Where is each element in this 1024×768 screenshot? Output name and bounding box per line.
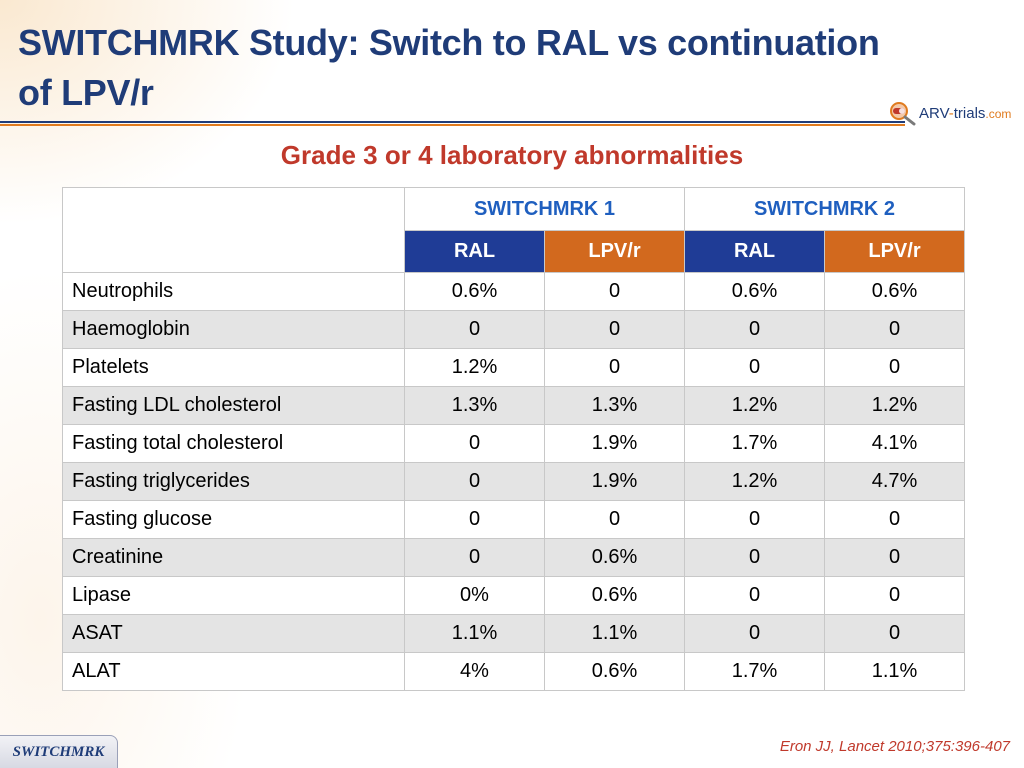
group-header-row: SWITCHMRK 1 SWITCHMRK 2 — [62, 187, 965, 273]
title-divider-blue — [0, 121, 905, 123]
table-cell: 0 — [684, 310, 825, 349]
table-cell: 0.6% — [544, 576, 685, 615]
table-cell: 0 — [684, 576, 825, 615]
table-cell: 0.6% — [824, 272, 965, 311]
table-cell: 0 — [684, 500, 825, 539]
table-row: Fasting total cholesterol 0 1.9% 1.7% 4.… — [62, 424, 965, 463]
table-cell: 1.9% — [544, 424, 685, 463]
row-label: Fasting glucose — [62, 500, 405, 539]
row-label: Lipase — [62, 576, 405, 615]
magnifier-capsule-icon — [888, 100, 918, 126]
arm-header-row: RAL LPV/r RAL LPV/r — [63, 230, 965, 273]
logo-name-tld: .com — [985, 106, 1012, 121]
table-cell: 0 — [684, 614, 825, 653]
table-row: Platelets 1.2% 0 0 0 — [62, 348, 965, 387]
logo-name-dash: - — [948, 104, 954, 122]
table-cell: 1.1% — [824, 652, 965, 691]
study-footer-label: SWITCHMRK — [12, 743, 105, 760]
row-label: ASAT — [62, 614, 405, 653]
table-corner-cell — [62, 187, 405, 273]
table-cell: 1.1% — [404, 614, 545, 653]
title-divider-orange — [0, 124, 905, 126]
table-row: ASAT 1.1% 1.1% 0 0 — [62, 614, 965, 653]
table-cell: 1.1% — [544, 614, 685, 653]
table-cell: 0 — [824, 576, 965, 615]
table-cell: 1.2% — [684, 462, 825, 501]
citation: Eron JJ, Lancet 2010;375:396-407 — [779, 738, 1010, 755]
table-cell: 1.7% — [684, 424, 825, 463]
row-label: Fasting triglycerides — [62, 462, 405, 501]
table-cell: 0 — [404, 500, 545, 539]
lab-abnormalities-table: SWITCHMRK 1 SWITCHMRK 2 RAL LPV/r RAL LP… — [62, 187, 965, 691]
slide-title: SWITCHMRK Study: Switch to RAL vs contin… — [18, 22, 880, 113]
table-cell: 4% — [404, 652, 545, 691]
table-cell: 0 — [824, 538, 965, 577]
table-cell: 0.6% — [544, 538, 685, 577]
logo-name-main: ARV — [919, 104, 949, 122]
table-cell: 0 — [544, 348, 685, 387]
table-cell: 0 — [404, 462, 545, 501]
arm-header-ral-1: RAL — [404, 230, 545, 273]
table-cell: 1.2% — [404, 348, 545, 387]
table-row: Creatinine 0 0.6% 0 0 — [62, 538, 965, 577]
table-row: Fasting triglycerides 0 1.9% 1.2% 4.7% — [62, 462, 965, 501]
table-heading: Grade 3 or 4 laboratory abnormalities — [280, 140, 744, 170]
table-cell: 0 — [404, 424, 545, 463]
row-label: Fasting LDL cholesterol — [62, 386, 405, 425]
row-label: ALAT — [62, 652, 405, 691]
table-cell: 1.7% — [684, 652, 825, 691]
row-label: Creatinine — [62, 538, 405, 577]
table-row: Neutrophils 0.6% 0 0.6% 0.6% — [62, 272, 965, 311]
table-row: Haemoglobin 0 0 0 0 — [62, 310, 965, 349]
table-cell: 0 — [404, 538, 545, 577]
row-label: Haemoglobin — [62, 310, 405, 349]
table-cell: 0 — [824, 348, 965, 387]
table-cell: 0 — [824, 500, 965, 539]
table-cell: 0 — [544, 310, 685, 349]
arm-header-ral-2: RAL — [684, 230, 825, 273]
table-cell: 0 — [404, 310, 545, 349]
row-label: Neutrophils — [62, 272, 405, 311]
table-cell: 0 — [684, 538, 825, 577]
table-cell: 1.3% — [544, 386, 685, 425]
table-cell: 0% — [404, 576, 545, 615]
table-cell: 0.6% — [684, 272, 825, 311]
arv-trials-logo: ARV-trials.com — [888, 98, 1016, 128]
logo-name-trials: trials — [953, 104, 986, 122]
row-label: Fasting total cholesterol — [62, 424, 405, 463]
table-cell: 0 — [824, 614, 965, 653]
study-footer-tab: SWITCHMRK — [0, 735, 118, 768]
table-cell: 4.1% — [824, 424, 965, 463]
table-cell: 1.2% — [684, 386, 825, 425]
table-cell: 0.6% — [544, 652, 685, 691]
arm-header-lpvr-1: LPV/r — [544, 230, 685, 273]
table-cell: 1.9% — [544, 462, 685, 501]
group-header-switchmrk-2: SWITCHMRK 2 — [684, 187, 965, 231]
table-cell: 1.3% — [404, 386, 545, 425]
table-row: Fasting glucose 0 0 0 0 — [62, 500, 965, 539]
table-cell: 1.2% — [824, 386, 965, 425]
table-row: Fasting LDL cholesterol 1.3% 1.3% 1.2% 1… — [62, 386, 965, 425]
table-row: Lipase 0% 0.6% 0 0 — [62, 576, 965, 615]
table-cell: 4.7% — [824, 462, 965, 501]
table-cell: 0 — [824, 310, 965, 349]
group-header-switchmrk-1: SWITCHMRK 1 — [404, 187, 685, 231]
table-cell: 0 — [544, 500, 685, 539]
table-row: ALAT 4% 0.6% 1.7% 1.1% — [62, 652, 965, 691]
table-cell: 0 — [684, 348, 825, 387]
logo-wordmark: ARV-trials.com — [919, 105, 1011, 122]
table-cell: 0 — [544, 272, 685, 311]
row-label: Platelets — [62, 348, 405, 387]
arm-header-lpvr-2: LPV/r — [824, 230, 965, 273]
table-cell: 0.6% — [404, 272, 545, 311]
